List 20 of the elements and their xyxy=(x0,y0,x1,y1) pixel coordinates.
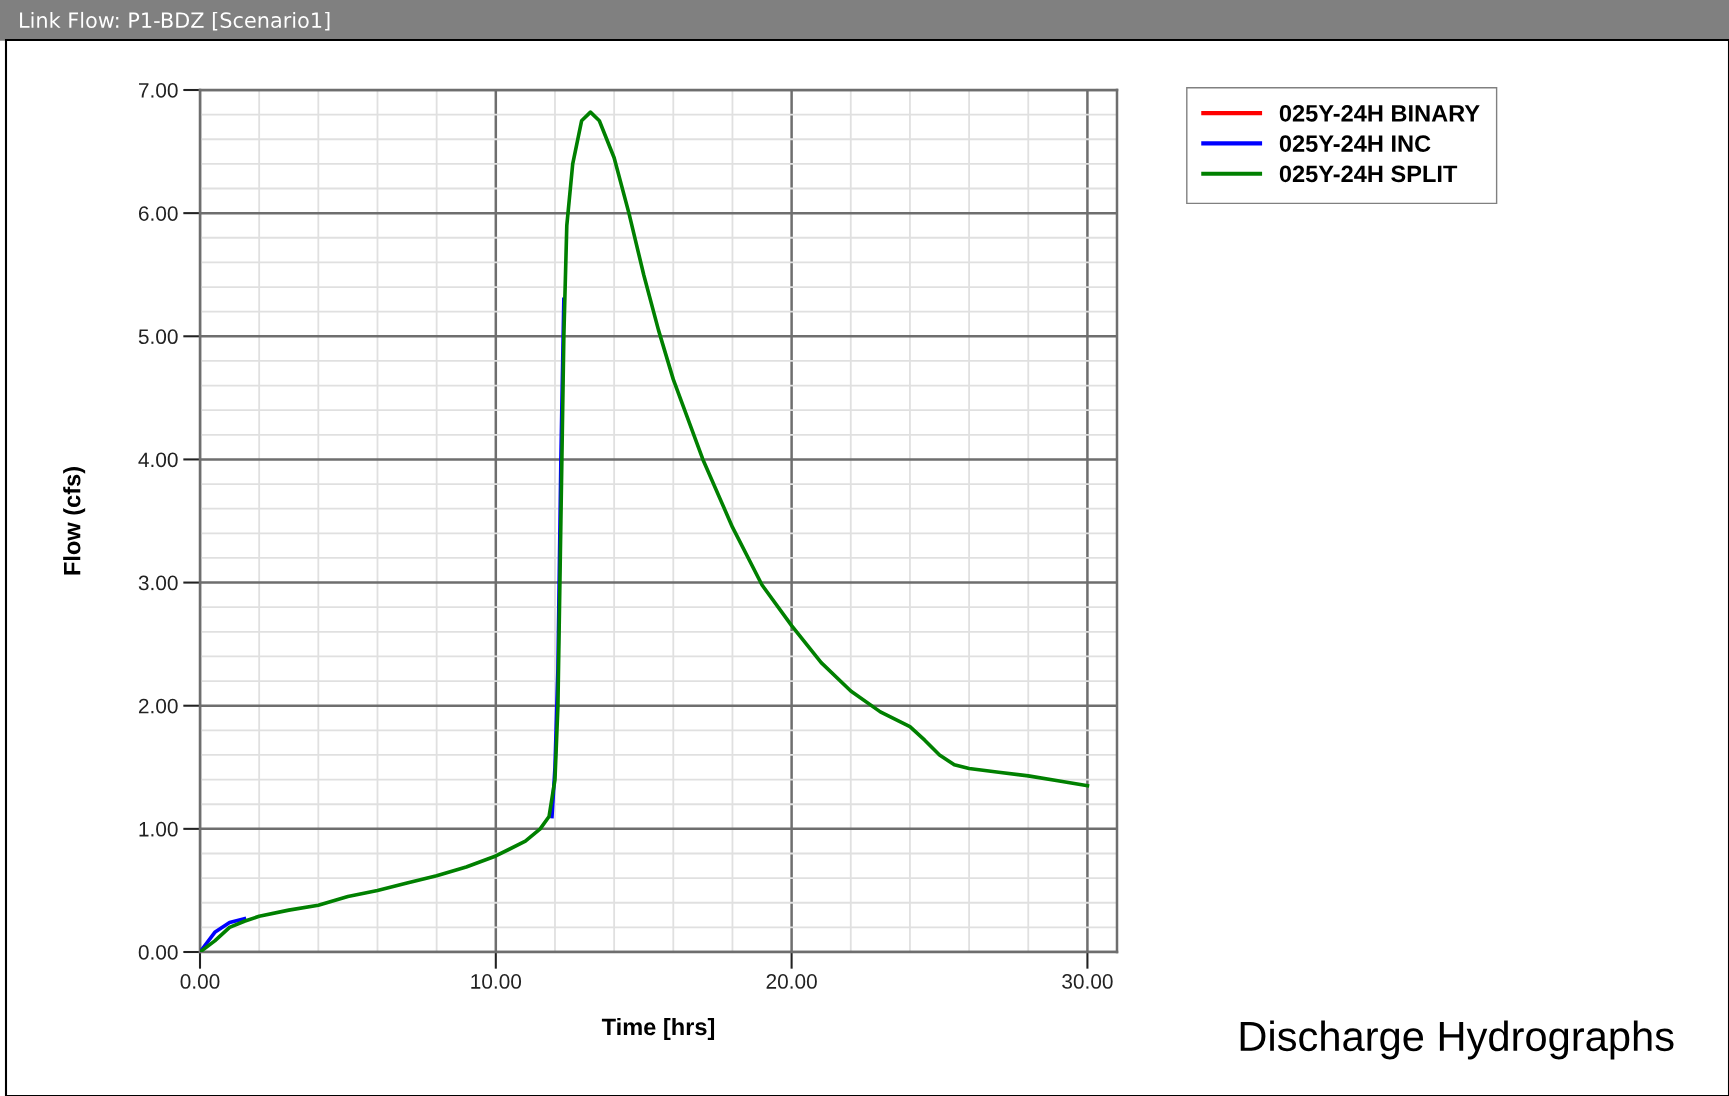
x-tick-label: 10.00 xyxy=(471,974,522,989)
y-tick-label: 6.00 xyxy=(138,206,178,221)
x-tick-label: 30.00 xyxy=(1062,974,1113,989)
y-tick-label: 0.00 xyxy=(138,945,178,960)
legend-label: 025Y-24H BINARY xyxy=(1279,104,1480,122)
y-tick-label: 7.00 xyxy=(139,83,178,98)
y-tick-label: 1.00 xyxy=(139,821,178,837)
y-tick-label: 5.00 xyxy=(138,329,178,345)
x-tick-label: 20.00 xyxy=(766,974,817,989)
y-tick-label: 2.00 xyxy=(138,698,178,714)
x-axis-title: Time [hrs] xyxy=(601,1017,715,1040)
legend-label: 025Y-24H SPLIT xyxy=(1279,165,1458,183)
y-tick-label: 4.00 xyxy=(138,452,178,468)
line-series xyxy=(200,110,1090,952)
y-axis-title: Flow (cfs) xyxy=(63,467,86,575)
text: Discharge Hydrographs xyxy=(1240,1020,1674,1060)
x-tick-label: 0.00 xyxy=(180,974,220,989)
legend-label: 025Y-24H INC xyxy=(1279,135,1431,152)
y-tick-label: 3.00 xyxy=(138,575,178,591)
chart-title: Link Flow: P1-BDZ [Scenario1] xyxy=(20,11,330,31)
